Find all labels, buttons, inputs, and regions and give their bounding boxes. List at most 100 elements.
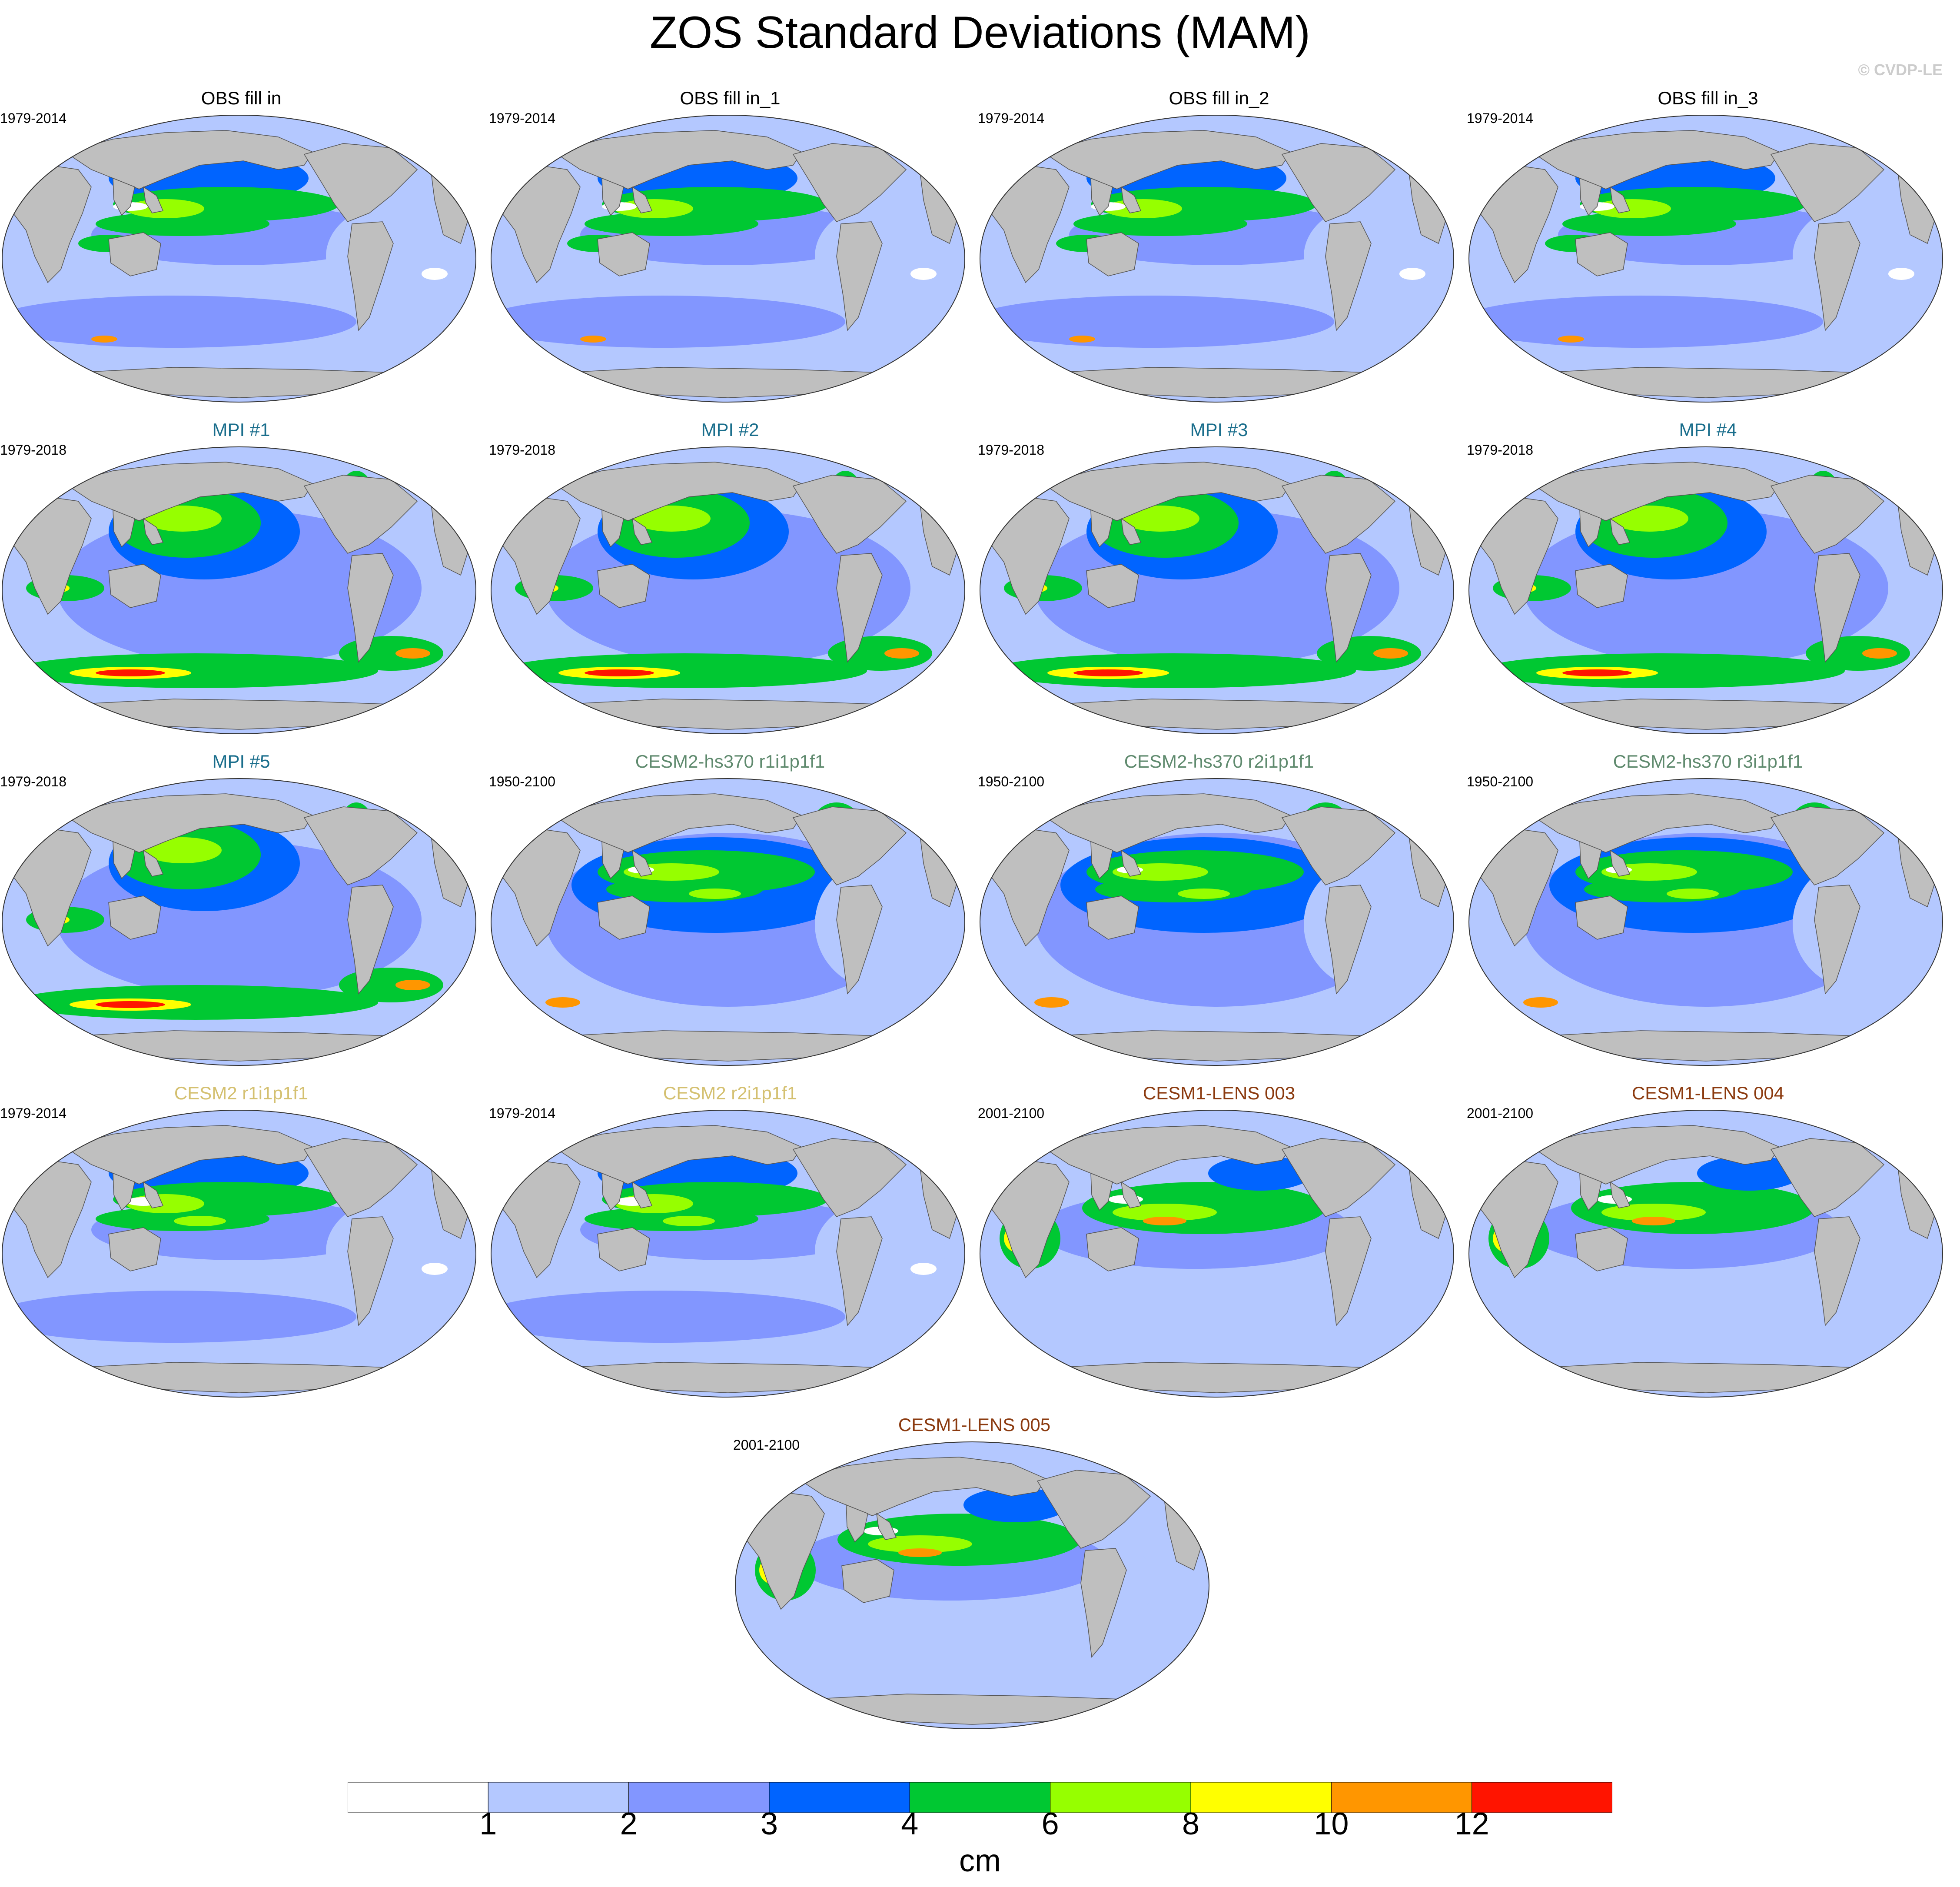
land-mass [347,1216,394,1326]
colorbar-tick-label: 8 [1182,1807,1200,1841]
colorbar-swatch [909,1782,1051,1813]
map-border [980,115,1454,403]
contour-region [1601,1204,1706,1221]
panel-title: CESM2-hs370 r1i1p1f1 [635,751,825,772]
land-mass [1121,186,1142,213]
land-mass [51,367,426,398]
land-mass [1575,564,1628,608]
panel-title: CESM2 r2i1p1f1 [663,1083,797,1103]
land-mass [746,1491,825,1610]
land-mass [1090,509,1113,548]
panel-title: CESM2-hs370 r2i1p1f1 [1124,751,1314,772]
contour-region [491,1291,845,1343]
map-panel: CESM1-LENS 003 2001-2100 [978,1082,1460,1399]
colorbar-swatch [348,1782,488,1813]
panel-years: 2001-2100 [978,1105,1045,1121]
land-mass [1325,221,1372,331]
land-mass [1086,1227,1139,1271]
land-mass [836,885,883,995]
land-mass [1575,232,1628,276]
land-mass [1610,518,1631,545]
world-map [491,1110,965,1398]
land-mass [1579,177,1602,216]
panel-years: 1979-2014 [978,110,1045,126]
contour-region [1558,336,1584,343]
land-mass [1036,1470,1151,1549]
land-mass [1518,1362,1893,1393]
panel-years: 1979-2018 [978,442,1045,458]
contour-region [91,336,117,343]
contour-region [1632,1217,1675,1225]
world-map [1468,115,1943,403]
land-mass [1579,1172,1602,1211]
map-panel: CESM1-LENS 005 2001-2100 [733,1414,1216,1731]
contour-region [963,1488,1068,1522]
land-mass [597,895,650,940]
map-border [2,115,476,403]
contour-region [1610,506,1688,532]
land-mass [13,828,92,947]
contour-region [422,268,448,280]
land-mass [792,143,907,222]
land-mass [876,1513,897,1540]
contour-region [1104,199,1182,218]
land-mass [1136,1454,1173,1479]
map-border [2,778,476,1066]
land-mass [892,791,928,816]
land-mass [601,509,624,548]
world-map [491,446,965,734]
map-panel: CESM1-LENS 004 2001-2100 [1467,1082,1949,1399]
land-mass [13,165,92,283]
panel-years: 1979-2018 [489,442,556,458]
land-mass [1029,1362,1404,1393]
land-mass [1610,1181,1631,1208]
land-mass [502,1160,581,1278]
contour-region [1143,1217,1186,1225]
contour-region [422,1263,448,1275]
contour-region [580,336,606,343]
map-panel: CESM2-hs370 r2i1p1f1 1950-2100 [978,750,1460,1068]
world-map [980,446,1454,734]
land-mass [601,841,624,879]
world-map [1468,1110,1943,1398]
contour-region [980,296,1334,348]
colorbar-tick-label: 6 [1041,1807,1059,1841]
panel-years: 1950-2100 [1467,774,1534,789]
contour-region [1888,268,1914,280]
contour-region [96,669,165,676]
land-mass [1870,791,1906,816]
land-mass [51,699,426,730]
land-mass [1579,509,1602,548]
colorbar-swatch [628,1782,770,1813]
land-mass [143,1181,164,1208]
land-mass [1870,128,1906,153]
world-map [491,778,965,1066]
land-mass [143,518,164,545]
land-mass [347,221,394,331]
land-mass [108,1227,161,1271]
world-map [1468,778,1943,1066]
panel-years: 1979-2018 [1467,442,1534,458]
colorbar-tick-label: 1 [479,1807,497,1841]
land-mass [1770,1138,1885,1217]
land-mass [1381,791,1417,816]
land-mass [1518,1030,1893,1062]
land-mass [597,1227,650,1271]
colorbar-unit: cm [959,1844,1001,1878]
map-panel: OBS fill in_2 1979-2014 [978,87,1460,404]
panel-title: MPI #2 [701,419,759,440]
panel-title: CESM1-LENS 003 [1143,1083,1296,1103]
credit-label: © CVDP-LE [1858,61,1943,79]
land-mass [836,553,883,663]
world-map [735,1441,1209,1729]
map-border [491,778,965,1066]
map-border [1468,778,1943,1066]
land-mass [1090,1172,1113,1211]
land-mass [1090,177,1113,216]
land-mass [784,1694,1159,1725]
land-mass [1479,1160,1558,1278]
land-mass [1814,553,1860,663]
colorbar-tick-label: 3 [760,1807,778,1841]
land-mass [1814,1216,1860,1326]
contour-region [663,1216,715,1226]
